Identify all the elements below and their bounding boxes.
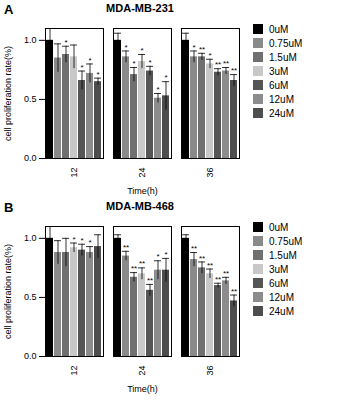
svg-text:*: * xyxy=(192,43,195,52)
svg-text:**: ** xyxy=(199,254,205,263)
html-text:3uM: 3uM xyxy=(269,263,289,275)
svg-text:*: * xyxy=(124,43,127,52)
svg-text:*: * xyxy=(156,252,159,261)
svg-text:1.0: 1.0 xyxy=(24,233,37,243)
svg-text:**: ** xyxy=(147,276,153,285)
svg-text:24: 24 xyxy=(137,168,147,178)
svg-text:*: * xyxy=(164,250,167,259)
svg-text:*: * xyxy=(164,73,167,82)
html-text:3uM: 3uM xyxy=(269,65,289,77)
svg-text:Time(h): Time(h) xyxy=(127,186,158,196)
svg-text:*: * xyxy=(72,235,75,244)
html-text:1.5uM: 1.5uM xyxy=(269,249,297,261)
svg-text:*: * xyxy=(140,46,143,55)
svg-text:cell proliferation rate(%): cell proliferation rate(%) xyxy=(3,46,13,141)
svg-text:**: ** xyxy=(231,287,237,296)
html-text:MDA-MB-231: MDA-MB-231 xyxy=(106,2,174,14)
svg-text:36: 36 xyxy=(205,168,215,178)
svg-text:12: 12 xyxy=(69,168,79,178)
svg-text:**: ** xyxy=(223,59,229,68)
svg-text:*: * xyxy=(80,63,83,72)
svg-text:**: ** xyxy=(215,275,221,284)
html-text:12uM: 12uM xyxy=(269,291,294,303)
svg-text:24: 24 xyxy=(137,366,147,376)
svg-text:*: * xyxy=(64,38,67,47)
svg-text:12: 12 xyxy=(69,366,79,376)
html-text:24uM: 24uM xyxy=(269,305,294,317)
svg-text:*: * xyxy=(208,51,211,60)
svg-text:*: * xyxy=(80,236,83,245)
svg-text:0.0: 0.0 xyxy=(24,153,37,163)
svg-text:*: * xyxy=(156,85,159,94)
html-text:24uM: 24uM xyxy=(269,107,294,119)
svg-text:**: ** xyxy=(223,269,229,278)
svg-text:**: ** xyxy=(123,243,129,252)
svg-text:*: * xyxy=(132,59,135,68)
html-text:MDA-MB-468: MDA-MB-468 xyxy=(106,200,174,212)
svg-text:0.5: 0.5 xyxy=(24,94,37,104)
svg-text:**: ** xyxy=(191,244,197,253)
svg-text:*: * xyxy=(148,58,151,67)
svg-text:*: * xyxy=(96,70,99,79)
svg-text:**: ** xyxy=(199,45,205,54)
html-text:0.75uM: 0.75uM xyxy=(269,37,303,49)
svg-text:*: * xyxy=(88,56,91,65)
svg-text:*: * xyxy=(88,238,91,247)
html-text:0uM: 0uM xyxy=(269,23,289,35)
svg-text:cell proliferation rate(%): cell proliferation rate(%) xyxy=(3,244,13,339)
svg-text:36: 36 xyxy=(205,366,215,376)
html-text:0.75uM: 0.75uM xyxy=(269,235,303,247)
html-text:B: B xyxy=(4,200,14,215)
html-text:1.5uM: 1.5uM xyxy=(269,51,297,63)
svg-text:**: ** xyxy=(207,261,213,270)
svg-text:Time(h): Time(h) xyxy=(127,384,158,394)
html-text:A: A xyxy=(4,2,14,17)
svg-text:0.0: 0.0 xyxy=(24,351,37,361)
html-text:6uM: 6uM xyxy=(269,277,289,289)
svg-text:1.0: 1.0 xyxy=(24,35,37,45)
html-text:12uM: 12uM xyxy=(269,93,294,105)
svg-text:**: ** xyxy=(215,60,221,69)
svg-text:**: ** xyxy=(139,259,145,268)
html-text:0uM: 0uM xyxy=(269,221,289,233)
svg-text:**: ** xyxy=(231,66,237,75)
svg-text:**: ** xyxy=(131,264,137,273)
html-text:6uM: 6uM xyxy=(269,79,289,91)
svg-text:0.5: 0.5 xyxy=(24,292,37,302)
